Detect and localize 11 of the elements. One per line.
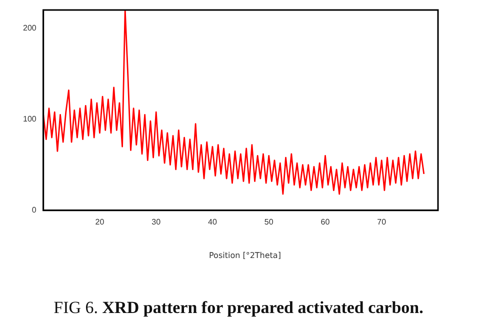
text: FIG 6. XRD pattern for prepared activated carbon. (52, 298, 424, 318)
x-tick-label: 60 (320, 217, 330, 226)
x-axis-title: Position [°2Theta] (208, 251, 282, 260)
x-tick-label: 30 (152, 217, 162, 226)
x-tick-label: 40 (208, 217, 218, 226)
x-tick-label: 70 (377, 217, 387, 226)
y-tick-label: 200 (22, 23, 37, 32)
x-tick-label: 20 (95, 217, 105, 226)
x-tick-label: 50 (264, 217, 274, 226)
y-tick-label: 100 (22, 114, 37, 124)
y-tick-label: 0 (32, 206, 37, 215)
